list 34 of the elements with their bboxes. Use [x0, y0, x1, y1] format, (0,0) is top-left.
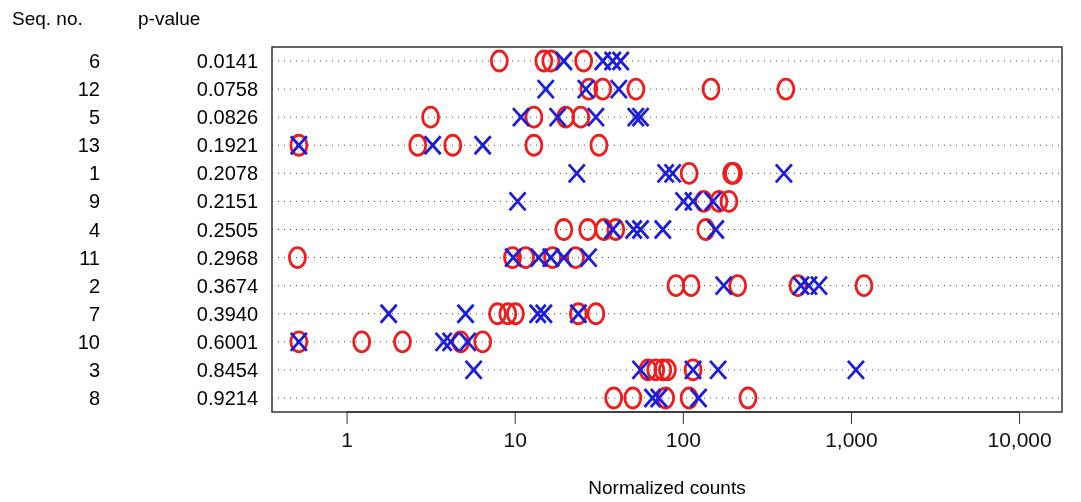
- y-tick-label: 5: [88, 106, 100, 129]
- x-tick-label: 100: [665, 427, 701, 451]
- y2-tick-label: 0.9214: [196, 387, 258, 409]
- y-tick-label: 2: [88, 274, 100, 297]
- y-tick-label: 8: [88, 387, 100, 409]
- x-tick-label: 10,000: [987, 427, 1052, 451]
- x-axis-title: Normalized counts: [588, 477, 746, 498]
- y2-tick-label: 0.2505: [196, 218, 258, 241]
- y-tick-label: 1: [88, 162, 100, 185]
- y2-tick-label: 0.2151: [196, 190, 258, 213]
- y-tick-label: 13: [77, 134, 100, 157]
- y-tick-label: 11: [79, 246, 100, 269]
- y-tick-label: 9: [88, 190, 100, 213]
- y2-tick-label: 0.1921: [196, 134, 258, 157]
- y-tick-label: 10: [77, 330, 100, 353]
- y-tick-label: 6: [88, 50, 100, 72]
- y2-tick-label: 0.2968: [196, 246, 258, 269]
- y2-tick-label: 0.8454: [196, 358, 258, 381]
- y-tick-label: 4: [88, 218, 100, 241]
- y2-tick-label: 0.0826: [196, 106, 258, 129]
- y-axis-title: Seq. no.: [12, 8, 83, 29]
- y2-tick-label: 0.2078: [196, 162, 258, 185]
- x-tick-label: 10: [503, 427, 527, 451]
- y-tick-label: 7: [88, 302, 100, 325]
- y2-tick-label: 0.0758: [196, 78, 258, 101]
- y2-axis-title: p-value: [138, 8, 201, 29]
- y2-tick-label: 0.0141: [196, 50, 258, 72]
- y2-tick-label: 0.3674: [196, 274, 258, 297]
- y-tick-label: 3: [88, 358, 100, 381]
- y2-tick-label: 0.6001: [196, 330, 258, 353]
- y-tick-label: 12: [77, 78, 100, 101]
- y2-tick-label: 0.3940: [196, 302, 258, 325]
- x-tick-label: 1,000: [825, 427, 878, 451]
- x-tick-label: 1: [341, 427, 353, 451]
